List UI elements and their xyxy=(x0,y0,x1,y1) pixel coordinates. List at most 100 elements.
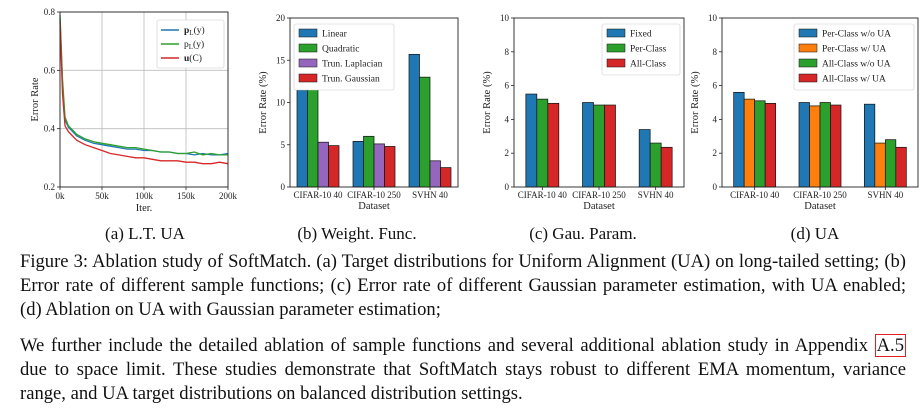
x-tick-label: 150k xyxy=(177,191,196,201)
y-tick-label: 6 xyxy=(713,81,718,91)
x-tick-label: 200k xyxy=(219,191,238,201)
legend-label: Linear xyxy=(322,30,348,40)
legend-label: All-Class w/o UA xyxy=(822,60,891,70)
legend-swatch xyxy=(298,58,318,68)
body-text-before: We further include the detailed ablation… xyxy=(20,335,875,356)
y-tick-label: 0.8 xyxy=(44,7,56,17)
series-line xyxy=(59,14,228,156)
y-tick-label: 0.2 xyxy=(44,182,55,192)
bar-chart-svg: 0 5 10 15 20 CIFAR-10 40 CIFAR-10 250 SVHN 40 Da… xyxy=(258,13,459,212)
legend-label: Per-Class xyxy=(630,45,667,55)
bar xyxy=(296,89,308,188)
bar xyxy=(798,102,810,188)
y-tick-label: 20 xyxy=(276,13,286,23)
bar xyxy=(874,142,886,188)
y-tick-label: 10 xyxy=(276,98,286,108)
bar xyxy=(743,98,756,188)
legend-swatch xyxy=(606,58,626,68)
bar xyxy=(582,102,594,188)
legend-label: pL(y) xyxy=(184,39,204,51)
plot-frame xyxy=(59,11,229,188)
x-tick-label: CIFAR-10 250 xyxy=(793,190,847,200)
bar xyxy=(649,142,662,188)
panel-c-bar-chart: 0 2 4 6 8 10 CIFAR-10 40 CIFAR-10 250 SVHN 40 Dat… xyxy=(462,0,692,220)
bar xyxy=(884,139,897,188)
bar xyxy=(384,146,396,188)
x-tick-label: CIFAR-10 250 xyxy=(347,190,401,200)
y-tick-label: 15 xyxy=(276,55,286,65)
bar xyxy=(863,103,876,188)
bar xyxy=(525,93,538,188)
bar xyxy=(764,102,777,188)
bar xyxy=(317,141,329,188)
bar xyxy=(754,100,766,188)
subcaption-b: (b) Weight. Func. xyxy=(297,224,417,243)
y-axis-label: Error Rate (%) xyxy=(482,71,493,134)
appendix-link[interactable]: A.5 xyxy=(874,334,906,357)
bar xyxy=(733,92,745,188)
subcaption-d: (d) UA xyxy=(790,224,840,243)
legend-swatch xyxy=(606,43,626,53)
bar xyxy=(819,102,831,188)
x-axis-label: Dataset xyxy=(804,201,836,212)
legend-box xyxy=(156,19,225,69)
panel-d-bar-chart: 0 2 4 6 8 10 CIFAR-10 40 CIFAR-10 250 SVHN 40 Dat… xyxy=(690,0,924,220)
panel-a-line-chart: 0k 50k 100k 150k 200k 0.2 0.4 0.6 0.8 Iter. Error … xyxy=(0,0,238,220)
body-paragraph: We further include the detailed ablation… xyxy=(20,334,906,406)
legend-swatch xyxy=(798,73,818,83)
y-tick-label: 10 xyxy=(500,13,510,23)
legend-label: Per-Class w/o UA xyxy=(822,30,891,40)
x-axis-label: Iter. xyxy=(136,203,153,214)
y-tick-label: 2 xyxy=(713,148,718,158)
y-tick-label: 0.4 xyxy=(44,124,56,134)
x-tick-label: CIFAR-10 40 xyxy=(730,190,780,200)
y-tick-label: 0 xyxy=(713,182,718,192)
bar-chart-svg: 0 2 4 6 8 10 CIFAR-10 40 CIFAR-10 250 SVHN 40 Dat… xyxy=(482,13,685,212)
legend-label: pL(y) xyxy=(184,25,205,37)
bar xyxy=(419,76,431,188)
legend-label: u(C) xyxy=(184,53,202,64)
y-tick-label: 8 xyxy=(505,47,510,57)
y-axis-label: Error Rate (%) xyxy=(258,71,269,134)
legend-label: Fixed xyxy=(630,30,652,40)
y-tick-label: 4 xyxy=(505,114,510,124)
y-tick-label: 4 xyxy=(713,114,718,124)
y-tick-label: 0 xyxy=(281,182,286,192)
x-tick-label: 0k xyxy=(56,191,66,201)
legend-swatch xyxy=(298,43,318,53)
legend-swatch xyxy=(606,28,626,38)
y-tick-label: 6 xyxy=(505,81,510,91)
plot-frame xyxy=(289,17,459,188)
bar xyxy=(895,146,907,188)
bar xyxy=(328,145,340,188)
subcaption-c: (c) Gau. Param. xyxy=(529,224,637,243)
x-tick-label: CIFAR-10 40 xyxy=(518,190,568,200)
bar xyxy=(547,102,560,188)
x-tick-label: CIFAR-10 250 xyxy=(572,190,626,200)
series-line xyxy=(59,20,229,165)
bar xyxy=(429,160,441,188)
y-tick-label: 0.6 xyxy=(44,65,56,75)
subcaption-a: (a) L.T. UA xyxy=(105,224,185,243)
legend-label: Per-Class w/ UA xyxy=(822,45,886,55)
bar xyxy=(660,146,673,188)
legend-box xyxy=(793,23,915,91)
x-axis-label: Dataset xyxy=(358,201,390,212)
legend-label: All-Class xyxy=(630,60,666,70)
x-tick-label: 100k xyxy=(135,191,154,201)
y-axis-label: Error Rate (%) xyxy=(690,71,701,134)
legend-swatch xyxy=(798,43,818,53)
bar xyxy=(604,104,616,188)
legend-label: Trun. Laplacian xyxy=(322,60,383,70)
body-text-after: due to space limit. These studies demons… xyxy=(20,359,906,404)
panel-b-bar-chart: 0 5 10 15 20 CIFAR-10 40 CIFAR-10 250 SVHN 40 Da… xyxy=(232,0,462,220)
x-tick-label: 50k xyxy=(95,191,109,201)
y-tick-label: 2 xyxy=(505,148,510,158)
series-line xyxy=(59,17,229,156)
legend-label: Trun. Gaussian xyxy=(322,75,380,85)
bar-chart-svg: 0 2 4 6 8 10 CIFAR-10 40 CIFAR-10 250 SVHN 40 Dat… xyxy=(690,13,919,212)
legend-swatch xyxy=(298,73,318,83)
legend-swatch xyxy=(298,28,318,38)
plot-frame xyxy=(721,17,919,188)
bar xyxy=(363,135,375,188)
